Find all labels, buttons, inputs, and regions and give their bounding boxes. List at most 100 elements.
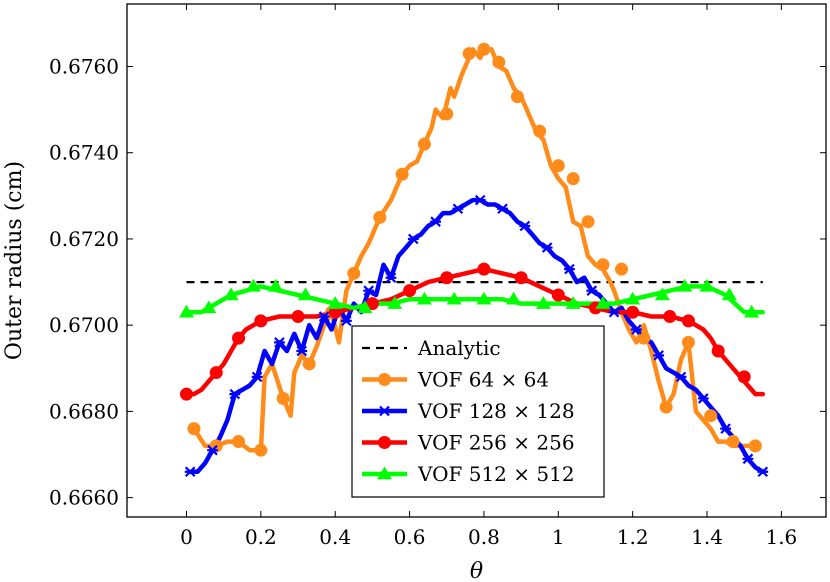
series-4-point (268, 278, 284, 292)
series-2-point (184, 466, 196, 478)
legend-label-vof-64: VOF 64 × 64 (417, 368, 549, 392)
legend-label-vof-128: VOF 128 × 128 (417, 399, 575, 423)
series-4-point (416, 291, 432, 305)
series-4-point (201, 300, 217, 314)
x-tick-label: 1 (552, 525, 565, 549)
series-4-point (178, 304, 194, 318)
series-4-point (625, 291, 641, 305)
series-1-point (637, 331, 651, 345)
series-2-point (630, 324, 642, 335)
series-3-point (440, 271, 454, 285)
series-1-point (440, 107, 454, 121)
series-2-point (363, 285, 375, 296)
x-tick-label: 0.8 (468, 525, 500, 549)
series-2-point (519, 220, 531, 232)
plot-frame (126, 3, 827, 518)
legend-marker-1 (378, 373, 391, 386)
series-2-point (675, 371, 687, 383)
series-4-point (387, 296, 403, 309)
series-4-point (677, 278, 693, 292)
series-1-point (254, 443, 268, 457)
series-4-point (654, 287, 670, 301)
series-3-point (365, 297, 379, 311)
series-1-point (566, 172, 580, 186)
y-tick-label: 0.6740 (49, 141, 119, 165)
series-2-point (340, 315, 352, 327)
series-1-point (510, 90, 524, 104)
series-4-point (245, 278, 261, 292)
series-2-point (757, 466, 769, 478)
legend-marker-2 (379, 405, 390, 417)
series-4-point (744, 304, 760, 318)
series-2-point (407, 233, 419, 245)
series-4-point (721, 287, 737, 301)
series-1-point (187, 422, 201, 436)
series-3-point (663, 310, 677, 324)
series-4-point (535, 296, 551, 309)
series-1-point (302, 357, 316, 371)
series-2-point (452, 203, 464, 215)
series-3-point (626, 305, 640, 319)
y-tick-label: 0.6660 (49, 486, 119, 510)
series-2-point (229, 388, 241, 400)
series-3-point (179, 387, 193, 401)
series-1-point (704, 409, 718, 423)
y-tick-label: 0.6700 (49, 313, 119, 337)
series-3-point (514, 271, 528, 285)
series-3-point (711, 344, 725, 358)
legend-label-vof-256: VOF 256 × 256 (417, 431, 575, 455)
series-2-point (608, 306, 620, 318)
y-axis-title: Outer radius (cm) (2, 161, 27, 360)
series-2-point (720, 423, 732, 434)
series-2-point (653, 350, 665, 361)
series-1-point (347, 266, 361, 280)
series-2-point (385, 272, 397, 284)
series-1-point (395, 167, 409, 181)
series-4-point (223, 287, 239, 301)
x-tick-label: 1.4 (691, 525, 723, 549)
y-tick-label: 0.6760 (49, 55, 119, 79)
legend-marker-4 (377, 466, 392, 480)
series-1-point (276, 391, 290, 405)
x-tick-label: 1.6 (765, 525, 797, 549)
series-2-point (207, 444, 218, 456)
x-tick-label: 0.4 (319, 525, 351, 549)
series-3-point (477, 262, 491, 276)
x-tick-label: 0.6 (394, 525, 426, 549)
series-1-point (477, 42, 491, 56)
series-4-point (699, 278, 715, 292)
series-2-point (474, 194, 486, 206)
legend-label-analytic: Analytic (417, 336, 501, 360)
series-3-point (737, 370, 751, 384)
series-2-point (430, 216, 442, 227)
series-2-point (318, 311, 330, 322)
x-tick-label: 0.2 (245, 525, 277, 549)
series-3-point (232, 331, 246, 345)
y-tick-label: 0.6720 (49, 227, 119, 251)
series-1-point (681, 335, 695, 349)
series-1-point (373, 210, 387, 224)
x-axis-title: θ (470, 559, 483, 582)
series-3-point (209, 366, 223, 380)
series-4-point (446, 291, 462, 305)
series-4-point (476, 291, 492, 305)
legend-entries (362, 346, 407, 480)
series-1-point (232, 435, 246, 449)
series-3-point (328, 305, 342, 319)
series-2-point (742, 453, 754, 465)
series-1-point (726, 435, 740, 449)
legend-marker-3 (378, 436, 391, 449)
series-1-point (659, 400, 673, 414)
legend-label-vof-512: VOF 512 × 512 (417, 462, 575, 486)
series-4-point (297, 287, 313, 301)
series-2-point (541, 242, 553, 253)
series-3-point (403, 284, 417, 298)
series-2-point (564, 263, 575, 275)
series-1-point (581, 215, 595, 229)
series-2-point (697, 393, 709, 404)
series-1-point (748, 439, 762, 453)
series-2-point (296, 345, 308, 357)
y-axis-ticks: 0.6660 0.6680 0.6700 0.6720 0.6740 0.6760 (49, 55, 826, 510)
x-tick-label: 1.2 (617, 525, 649, 549)
series-1-point (596, 258, 610, 272)
